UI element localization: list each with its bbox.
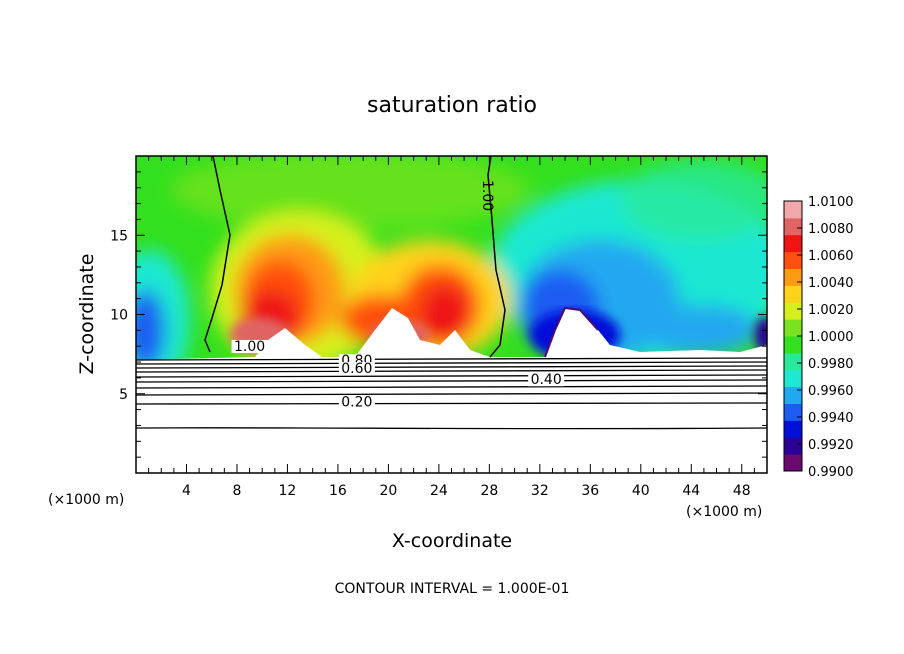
- contour-label-bg: [231, 339, 268, 353]
- x-unit-right: (×1000 m): [686, 504, 762, 520]
- colorbar-swatch: [784, 420, 802, 438]
- x-tick-label: 32: [531, 483, 549, 499]
- colorbar-swatch: [784, 352, 802, 371]
- contour-label: 0.60: [341, 361, 372, 377]
- x-unit-left: (×1000 m): [48, 492, 124, 508]
- colorbar-swatch: [784, 454, 802, 472]
- contour-line-1: [204, 156, 231, 353]
- colorbar-tick-label: 0.9940: [808, 411, 854, 426]
- colorbar-swatch: [784, 319, 802, 337]
- y-axis-title: Z-coordinate: [76, 254, 98, 375]
- y-tick-label: 5: [119, 387, 128, 403]
- colorbar-swatch: [784, 369, 802, 388]
- colorbar-swatch: [784, 268, 802, 286]
- colorbar-swatch: [784, 251, 802, 269]
- contour-label: 1.00: [479, 180, 495, 211]
- y-axis-ticks: 5 10 15: [110, 171, 767, 458]
- colorbar-tick-label: 1.0100: [808, 195, 854, 210]
- x-tick-label: 36: [581, 483, 599, 499]
- colorbar-tick-label: 0.9980: [808, 357, 854, 372]
- terrain-edge: [544, 306, 599, 358]
- y-tick-label: 15: [110, 228, 128, 244]
- x-tick-label: 20: [379, 483, 397, 499]
- contour-line-2: [487, 156, 506, 358]
- colorbar-swatch: [784, 437, 802, 455]
- colorbar-swatch: [784, 234, 802, 253]
- lower-contours: [136, 357, 767, 430]
- contour-label: 1.00: [234, 339, 265, 355]
- x-tick-label: 8: [232, 483, 241, 499]
- colorbar-tick-label: 0.9920: [808, 438, 854, 453]
- x-tick-label: 16: [329, 483, 347, 499]
- contour-label-bg: [528, 373, 565, 387]
- colorbar-swatch: [784, 285, 802, 303]
- colorbar-tick-label: 1.0020: [808, 303, 854, 318]
- colorbar-ticks: 1.0100 1.0080 1.0060 1.0040 1.0020 1.0000 0.99…: [797, 195, 854, 480]
- x-tick-label: 4: [182, 483, 191, 499]
- x-axis-title: X-coordinate: [392, 530, 512, 552]
- x-axis-ticks: 4 8 12 16 20 24 28 32 36 40 44 48: [148, 156, 755, 499]
- colorbar-tick-label: 0.9960: [808, 384, 854, 399]
- colorbar-tick-label: 1.0080: [808, 222, 854, 237]
- contour-label-bg: [338, 362, 375, 376]
- contour-labels: 1.001.000.800.600.400.20: [231, 180, 565, 410]
- colorbar-swatch: [784, 302, 802, 320]
- colorbar-tick-label: 1.0000: [808, 330, 854, 345]
- x-tick-label: 48: [733, 483, 751, 499]
- x-tick-label: 24: [430, 483, 448, 499]
- x-tick-label: 44: [682, 483, 700, 499]
- chart-title: saturation ratio: [367, 93, 537, 118]
- colorbar-tick-label: 1.0040: [808, 276, 854, 291]
- colorbar-tick-label: 1.0060: [808, 249, 854, 264]
- colorbar-swatch: [784, 336, 802, 354]
- contour-label: 0.20: [341, 394, 372, 410]
- no-data-region: [136, 308, 767, 473]
- x-tick-label: 40: [632, 483, 650, 499]
- colorbar-swatch: [784, 201, 802, 219]
- x-tick-label: 28: [480, 483, 498, 499]
- colorbar-swatch: [784, 386, 802, 404]
- colorbar-swatch: [784, 403, 802, 421]
- plot-area: 1.001.000.800.600.400.20: [136, 156, 767, 473]
- contour-label-bg: [338, 395, 375, 409]
- x-tick-label: 12: [279, 483, 297, 499]
- colorbar-tick-label: 0.9900: [808, 465, 854, 480]
- contour-label: 0.40: [531, 372, 562, 388]
- contour-interval-note: CONTOUR INTERVAL = 1.000E-01: [335, 581, 570, 597]
- y-tick-label: 10: [110, 308, 128, 324]
- colorbar-swatch: [784, 217, 802, 236]
